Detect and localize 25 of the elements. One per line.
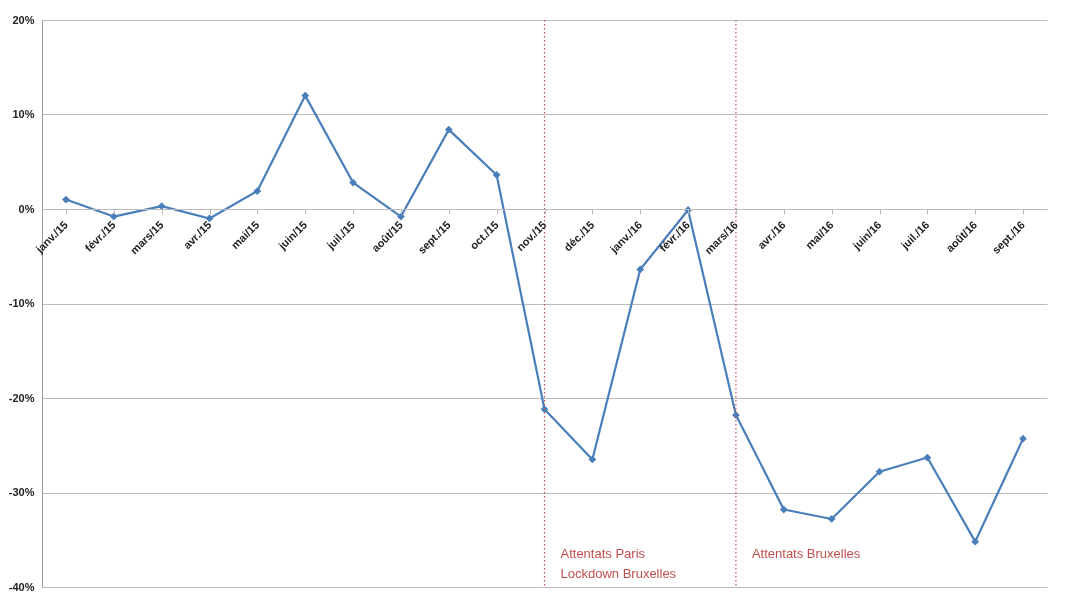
point <box>109 212 118 221</box>
y-tick-label: 0% <box>18 202 35 215</box>
y-tick-label: 10% <box>12 108 35 120</box>
y-tick-label: -10% <box>8 297 35 309</box>
point <box>253 187 262 195</box>
point <box>588 455 597 464</box>
point <box>62 195 70 204</box>
point <box>636 265 645 274</box>
y-tick-label: -20% <box>8 391 35 404</box>
y-tick-label: -30% <box>8 486 35 498</box>
point <box>444 125 453 134</box>
point <box>397 212 405 221</box>
y-tick-label: -40% <box>8 580 35 593</box>
point <box>301 91 310 100</box>
y-tick-label: 20% <box>12 13 35 26</box>
point <box>349 178 357 187</box>
ref-line-label: Attentats Bruxelles <box>751 546 861 561</box>
point <box>971 537 980 546</box>
point <box>492 171 501 179</box>
point <box>923 453 932 462</box>
point <box>827 515 836 523</box>
ref-line-label: Attentats Paris Lockdown Bruxelles <box>560 546 677 581</box>
point <box>779 505 788 514</box>
point <box>875 467 884 476</box>
point <box>1019 434 1027 443</box>
